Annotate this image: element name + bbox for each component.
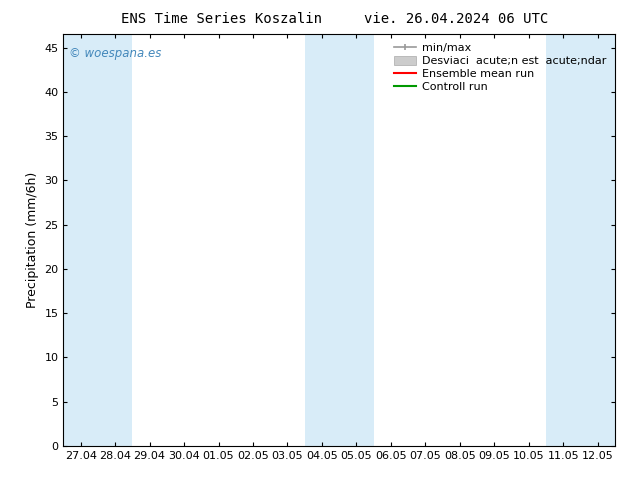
Y-axis label: Precipitation (mm/6h): Precipitation (mm/6h)	[26, 172, 39, 308]
Text: ENS Time Series Koszalin: ENS Time Series Koszalin	[121, 12, 323, 26]
Bar	[546, 34, 581, 446]
Bar	[581, 34, 615, 446]
Bar	[339, 34, 373, 446]
Text: © woespana.es: © woespana.es	[69, 47, 161, 60]
Text: vie. 26.04.2024 06 UTC: vie. 26.04.2024 06 UTC	[365, 12, 548, 26]
Bar	[98, 34, 133, 446]
Legend: min/max, Desviaci  acute;n est  acute;ndar, Ensemble mean run, Controll run: min/max, Desviaci acute;n est acute;ndar…	[391, 40, 609, 95]
Bar	[63, 34, 98, 446]
Bar	[305, 34, 339, 446]
